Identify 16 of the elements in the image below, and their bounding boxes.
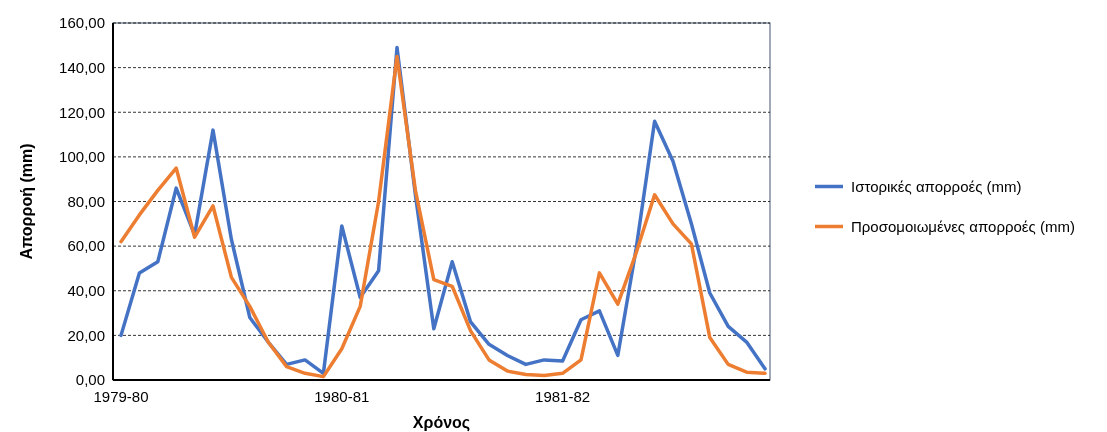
y-tick-label: 120,00: [59, 103, 105, 121]
y-tick-label: 140,00: [59, 58, 105, 76]
y-tick-label: 160,00: [59, 14, 105, 32]
x-tick-label: 1980-81: [314, 388, 370, 405]
y-tick-label: 0,00: [75, 371, 105, 389]
y-tick-label: 100,00: [59, 148, 105, 166]
x-tick-label: 1981-82: [535, 388, 591, 405]
y-tick-label: 60,00: [67, 237, 105, 255]
y-tick-label: 80,00: [67, 192, 105, 210]
legend-label: Ιστορικές απορροές (mm): [851, 177, 1022, 195]
x-axis-title: Χρόνος: [412, 414, 471, 432]
y-tick-label: 40,00: [67, 282, 105, 299]
y-tick-label: 20,00: [67, 326, 105, 344]
y-axis-title: Απορροή (mm): [18, 143, 35, 260]
x-tick-label: 1979-80: [93, 388, 149, 405]
legend-label: Προσομοιωμένες απορροές (mm): [851, 217, 1075, 235]
